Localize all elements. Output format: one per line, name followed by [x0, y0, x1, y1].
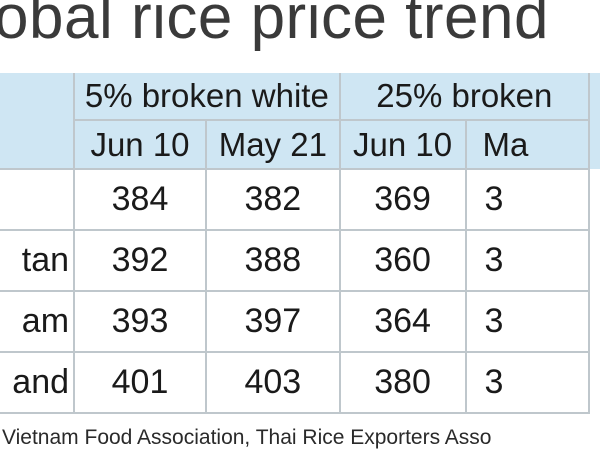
- table-row: and 401 403 380 3: [0, 352, 591, 414]
- price-table: 5% broken white 25% broken Jun 10 May 21…: [0, 73, 591, 414]
- table-cell: 380: [339, 352, 467, 414]
- corner-cell: [0, 73, 76, 170]
- table-cell: 382: [205, 169, 341, 231]
- table-row: tan 392 388 360 3: [0, 230, 591, 292]
- table-cell: 397: [205, 291, 341, 353]
- table-cell: 3: [465, 169, 591, 231]
- row-label: [0, 169, 76, 231]
- table-row: am 393 397 364 3: [0, 291, 591, 353]
- group-header-row: 5% broken white 25% broken: [0, 73, 591, 170]
- chart-title: obal rice price trend: [0, 0, 549, 52]
- table-cell: 369: [339, 169, 467, 231]
- table-cell: 401: [74, 352, 207, 414]
- sub-header-row: Jun 10 May 21 Jun 10 Ma: [0, 120, 591, 170]
- table-cell: 3: [465, 291, 591, 353]
- table-cell: 360: [339, 230, 467, 292]
- table-cell: 3: [465, 230, 591, 292]
- group-header-25pct: 25% broken: [339, 73, 591, 121]
- source-note: Vietnam Food Association, Thai Rice Expo…: [2, 426, 492, 449]
- row-label: tan: [0, 230, 76, 292]
- table-cell: 403: [205, 352, 341, 414]
- table-cell: 3: [465, 352, 591, 414]
- column-header: Jun 10: [74, 120, 207, 170]
- table-cell: 384: [74, 169, 207, 231]
- table-cell: 392: [74, 230, 207, 292]
- group-header-5pct: 5% broken white: [74, 73, 341, 121]
- column-header: May 21: [205, 120, 341, 170]
- row-label: and: [0, 352, 76, 414]
- table-cell: 388: [205, 230, 341, 292]
- table-cell: 364: [339, 291, 467, 353]
- table-row: 384 382 369 3: [0, 169, 591, 231]
- row-label: am: [0, 291, 76, 353]
- table-cell: 393: [74, 291, 207, 353]
- column-header: Jun 10: [339, 120, 467, 170]
- column-header: Ma: [465, 120, 591, 170]
